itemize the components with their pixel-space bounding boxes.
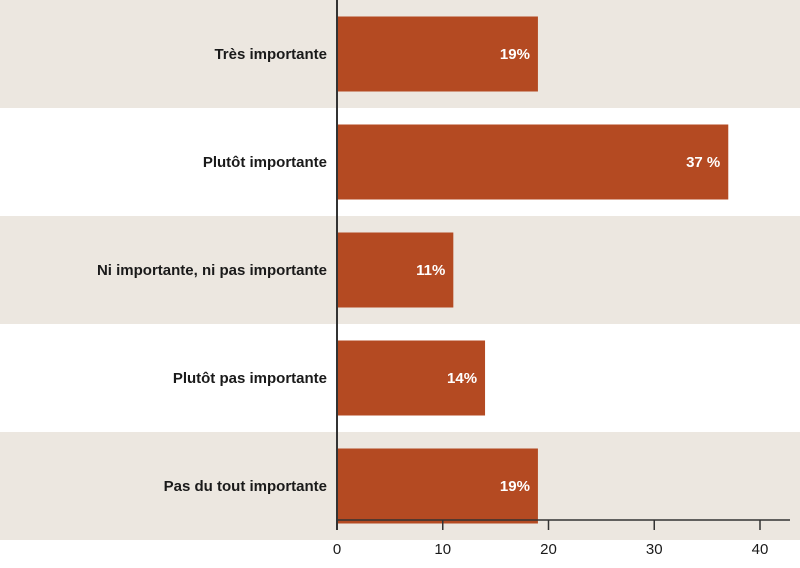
bar bbox=[337, 16, 538, 92]
bar bbox=[337, 340, 486, 416]
value-label: 11% bbox=[416, 262, 445, 279]
category-labels: Très importante Plutôt importante Ni impor… bbox=[97, 46, 327, 495]
value-labels: 19% 37 % 11% 14% 19% bbox=[416, 46, 720, 495]
bars bbox=[337, 16, 729, 524]
x-tick-label: 20 bbox=[540, 541, 557, 558]
category-label: Plutôt pas importante bbox=[173, 370, 327, 387]
bar bbox=[337, 232, 454, 308]
value-label: 19% bbox=[500, 46, 530, 63]
bar bbox=[337, 448, 538, 524]
x-axis: 0 10 20 30 40 bbox=[333, 0, 790, 558]
x-tick-label: 30 bbox=[646, 541, 663, 558]
x-tick-label: 0 bbox=[333, 541, 341, 558]
category-label: Plutôt importante bbox=[203, 154, 327, 171]
value-label: 37 % bbox=[686, 154, 720, 171]
x-tick-label: 10 bbox=[434, 541, 451, 558]
x-tick-label: 40 bbox=[752, 541, 769, 558]
category-label: Pas du tout importante bbox=[164, 478, 327, 495]
value-label: 14% bbox=[447, 370, 477, 387]
category-label: Très importante bbox=[214, 46, 327, 63]
value-label: 19% bbox=[500, 478, 530, 495]
bar bbox=[337, 124, 729, 200]
category-label: Ni importante, ni pas importante bbox=[97, 262, 327, 279]
